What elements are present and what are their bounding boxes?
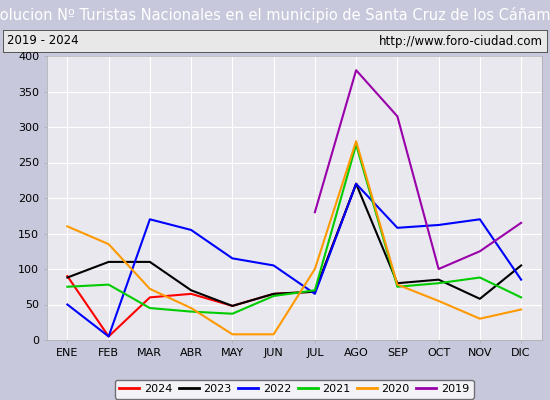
Legend: 2024, 2023, 2022, 2021, 2020, 2019: 2024, 2023, 2022, 2021, 2020, 2019 xyxy=(115,380,474,398)
Text: http://www.foro-ciudad.com: http://www.foro-ciudad.com xyxy=(379,34,543,48)
Text: 2019 - 2024: 2019 - 2024 xyxy=(7,34,79,48)
Text: Evolucion Nº Turistas Nacionales en el municipio de Santa Cruz de los Cáñamos: Evolucion Nº Turistas Nacionales en el m… xyxy=(0,7,550,23)
